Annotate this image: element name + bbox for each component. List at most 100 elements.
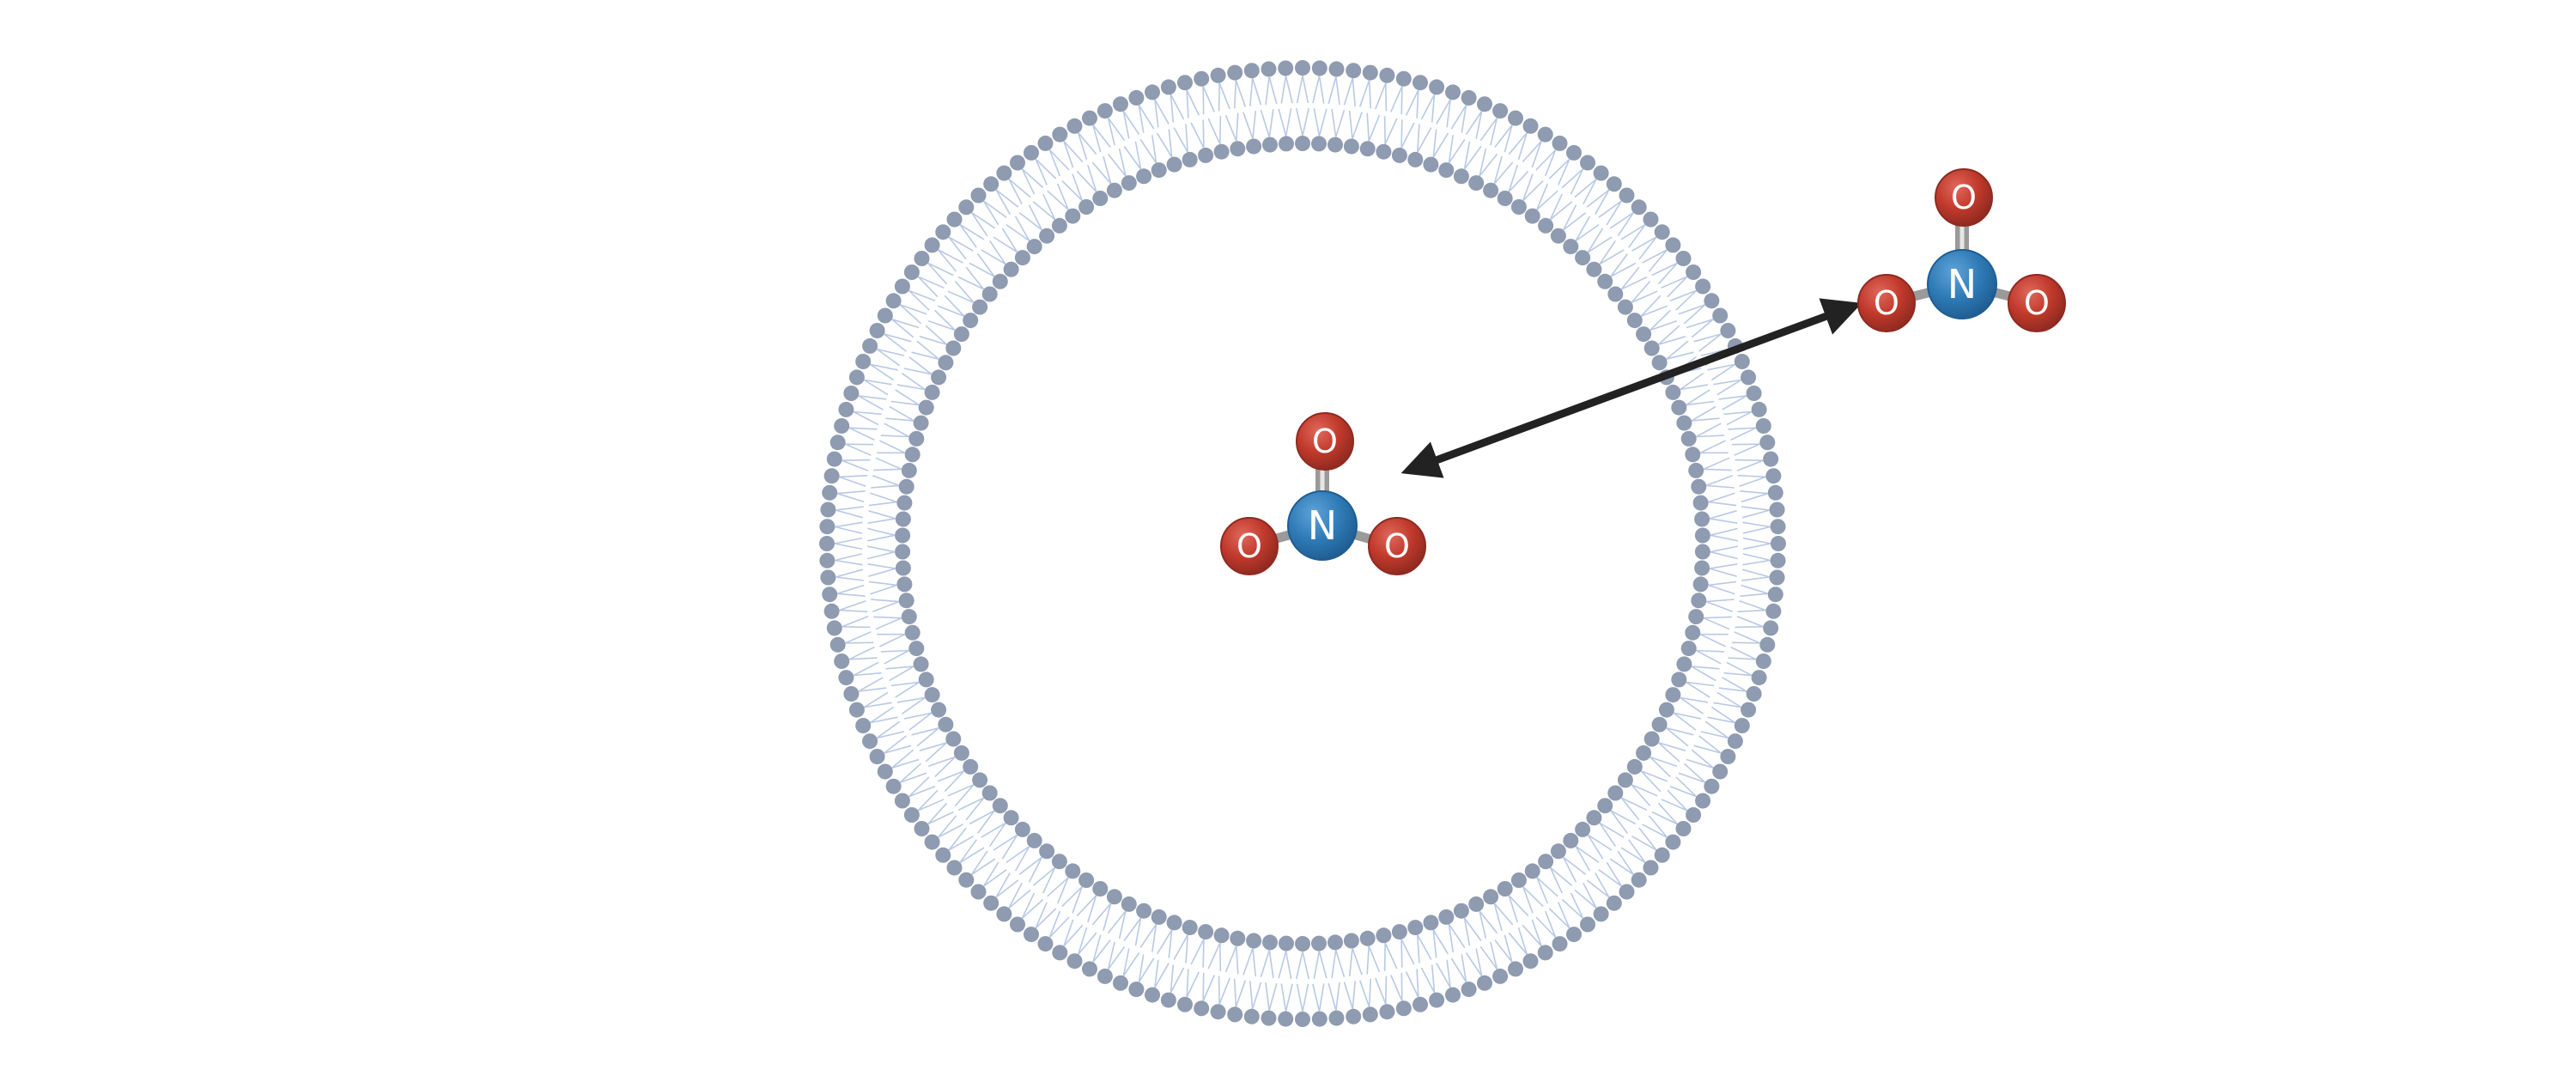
lipid-tail <box>841 459 869 471</box>
lipid-tail <box>1465 111 1483 136</box>
lipid-head <box>1665 237 1681 253</box>
lipid-tail <box>1631 784 1658 797</box>
lipid-tail <box>1018 856 1042 875</box>
lipid-tail <box>1431 964 1436 993</box>
lipid-head <box>1461 982 1477 998</box>
lipid-tail <box>839 476 866 488</box>
lipid-tail <box>1658 742 1680 763</box>
lipid-tail <box>1134 141 1142 170</box>
lipid-tail <box>884 333 907 352</box>
lipid-head <box>1617 772 1633 788</box>
lipid-head <box>1182 151 1198 167</box>
lipid-tail <box>1740 593 1768 597</box>
lipid-tail <box>927 811 954 825</box>
lipid-tail <box>895 389 920 406</box>
lipid-tail <box>1617 850 1635 875</box>
lipid-tail <box>1648 249 1668 272</box>
lipid-head <box>1327 934 1343 951</box>
lipid-head <box>1194 70 1210 87</box>
lipid-head <box>1680 641 1697 657</box>
lipid-tail <box>1586 879 1610 898</box>
lipid-tail <box>1508 932 1528 955</box>
lipid-tail <box>1358 80 1370 107</box>
lipid-tail <box>1302 983 1309 1012</box>
lipid-tail <box>1522 173 1534 201</box>
lipid-head <box>1379 1004 1395 1020</box>
lipid-tail <box>1242 948 1254 976</box>
lipid-tail <box>1400 939 1403 968</box>
lipid-tail <box>1122 951 1140 976</box>
lipid-tail <box>995 189 1019 208</box>
lipid-tail <box>1651 262 1678 277</box>
lipid-tail <box>1706 484 1735 489</box>
lipid-head <box>1279 935 1294 951</box>
lipid-tail <box>1563 856 1587 875</box>
lipid-tail <box>1531 919 1542 946</box>
lipid-head <box>1445 987 1461 1003</box>
lipid-tail <box>1658 742 1686 751</box>
lipid-head <box>1311 136 1327 152</box>
lipid-head <box>834 653 850 669</box>
lipid-tail <box>1575 845 1600 864</box>
lipid-tail <box>948 236 974 252</box>
lipid-head <box>1763 451 1779 467</box>
lipid-tail <box>937 815 957 838</box>
lipid-tail <box>1236 112 1239 142</box>
lipid-head <box>1391 147 1407 163</box>
lipid-head <box>1413 75 1428 91</box>
lipid-tail <box>1475 948 1483 976</box>
lipid-head <box>953 326 969 343</box>
lipid-head <box>1210 1004 1226 1020</box>
lipid-head <box>1078 872 1095 888</box>
lipid-tail <box>1001 834 1018 860</box>
lipid-tail <box>1675 776 1698 798</box>
lipid-head <box>1685 447 1701 463</box>
lipid-tail <box>1405 89 1419 116</box>
lipid-tail <box>1599 822 1616 848</box>
lipid-tail <box>1318 108 1327 137</box>
lipid-tail <box>884 649 909 665</box>
lipid-head <box>908 430 925 447</box>
lipid-tail <box>1021 892 1036 919</box>
lipid-tail <box>1219 116 1222 144</box>
lipid-tail <box>848 427 878 430</box>
lipid-tail <box>1631 236 1657 252</box>
lipid-tail <box>885 666 914 670</box>
lipid-head <box>1213 143 1230 160</box>
lipid-tail <box>1522 886 1534 914</box>
lipid-head <box>1675 251 1692 266</box>
lipid-head <box>1092 881 1109 897</box>
lipid-tail <box>1170 94 1175 123</box>
lipid-head <box>1106 182 1122 198</box>
lipid-tail <box>1742 543 1771 550</box>
lipid-head <box>1037 135 1054 151</box>
lipid-tail <box>1035 158 1048 185</box>
lipid-head <box>1311 935 1327 951</box>
lipid-tail <box>1312 983 1321 1012</box>
lipid-tail <box>1122 111 1140 136</box>
lipid-tail <box>1078 132 1088 161</box>
lipid-tail <box>1465 951 1483 976</box>
lipid-head <box>1362 64 1378 81</box>
lipid-tail <box>837 490 866 495</box>
lipid-head <box>1575 821 1591 837</box>
lipid-tail <box>1575 216 1591 241</box>
lipid-head <box>963 313 979 329</box>
lipid-head <box>1151 162 1167 179</box>
lipid-tail <box>1640 770 1662 793</box>
lipid-tail <box>1583 883 1597 909</box>
lipid-head <box>843 686 860 702</box>
lipid-head <box>1311 60 1327 76</box>
lipid-head <box>1413 996 1428 1012</box>
lipid-head <box>1552 936 1568 952</box>
lipid-tail <box>982 200 999 226</box>
lipid-tail <box>853 410 879 426</box>
lipid-tail <box>911 351 939 360</box>
lipid-tail <box>1448 135 1454 163</box>
lipid-head <box>1676 656 1692 672</box>
lipid-head <box>914 821 930 836</box>
lipid-tail <box>1092 939 1111 963</box>
lipid-tail <box>1218 82 1230 110</box>
lipid-head <box>1665 687 1681 703</box>
lipid-head <box>1734 718 1750 733</box>
